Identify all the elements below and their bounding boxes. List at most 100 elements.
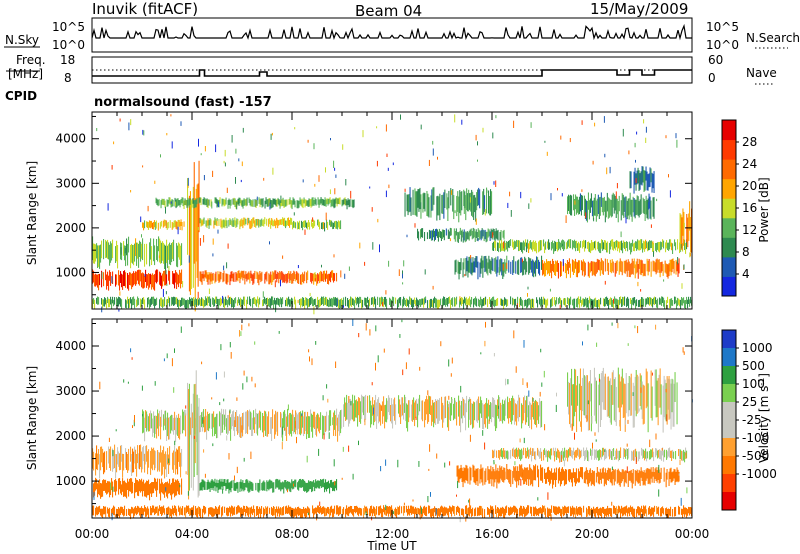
echo-cell-9 xyxy=(428,229,430,239)
echo-cell-16 xyxy=(636,299,638,307)
echo-cell-12 xyxy=(550,260,552,273)
echo-speckle xyxy=(333,254,335,258)
echo-cell-16 xyxy=(201,297,203,306)
echo-cell-2 xyxy=(286,416,288,441)
echo-cell-2 xyxy=(142,222,144,228)
echo-cell-13 xyxy=(598,197,600,219)
echo-cell-9 xyxy=(570,378,572,428)
cpid-program: normalsound (fast) -157 xyxy=(94,95,272,110)
echo-cell-1 xyxy=(99,273,101,286)
echo-speckle xyxy=(120,247,122,255)
echo-cell-9 xyxy=(588,381,590,431)
echo-cell-4 xyxy=(266,218,268,226)
echo-cell-1 xyxy=(118,478,120,495)
echo-cell-4 xyxy=(336,479,338,491)
echo-cell-11 xyxy=(653,243,655,255)
echo-cell-10 xyxy=(456,506,458,515)
echo-cell-0 xyxy=(120,242,122,260)
echo-cell-10 xyxy=(465,505,467,515)
echo-cell-0 xyxy=(146,445,148,462)
echo-speckle xyxy=(484,209,486,216)
echo-cell-7 xyxy=(591,450,593,460)
echo-cell-12 xyxy=(596,258,598,273)
echo-cell-10 xyxy=(248,507,250,517)
echo-cell-16 xyxy=(230,296,232,304)
echo-speckle xyxy=(513,330,515,339)
echo-cell-16 xyxy=(631,299,633,310)
echo-cell-16 xyxy=(435,298,437,308)
echo-cell-16 xyxy=(254,297,256,305)
echo-cell-4 xyxy=(204,481,206,490)
echo-cell-5 xyxy=(419,394,421,412)
echo-cell-8 xyxy=(610,472,612,484)
echo-cell-12 xyxy=(580,260,582,271)
echo-cell-10 xyxy=(509,507,511,516)
echo-speckle xyxy=(334,188,336,195)
echo-cell-6 xyxy=(198,197,200,204)
echo-cell-10 xyxy=(540,507,542,514)
echo-cell-4 xyxy=(291,218,293,225)
echo-cell-16 xyxy=(104,297,106,307)
echo-cell-10 xyxy=(180,506,182,515)
echo-speckle xyxy=(585,212,587,219)
echo-cell-13 xyxy=(653,197,655,219)
echo-cell-11 xyxy=(505,242,507,251)
echo-cell-13 xyxy=(621,193,623,215)
echo-cell-0 xyxy=(106,241,108,258)
echo-cell-6 xyxy=(318,199,320,208)
echo-cell-1 xyxy=(163,271,165,282)
echo-cell-10 xyxy=(515,261,517,274)
echo-cell-10 xyxy=(265,506,267,514)
echo-cell-2 xyxy=(290,412,292,434)
echo-cell-16 xyxy=(531,298,533,309)
echo-cell-13 xyxy=(601,197,603,213)
echo-speckle xyxy=(228,453,230,460)
echo-cell-10 xyxy=(303,506,305,514)
echo-cell-16 xyxy=(274,297,276,305)
echo-cell-13 xyxy=(597,194,599,214)
echo-cell-6 xyxy=(192,198,194,204)
echo-cell-10 xyxy=(631,507,633,515)
echo-cell-5 xyxy=(297,272,299,284)
echo-cell-10 xyxy=(577,508,579,516)
echo-speckle xyxy=(240,179,242,183)
echo-cell-10 xyxy=(513,256,515,273)
echo-cell-13 xyxy=(604,200,606,223)
echo-cell-1 xyxy=(166,482,168,497)
echo-cell-10 xyxy=(272,508,274,516)
echo-speckle xyxy=(458,478,460,483)
echo-cell-11 xyxy=(642,243,644,253)
colorbar-tick-label: 8 xyxy=(742,245,750,259)
echo-cell-13 xyxy=(607,197,609,219)
echo-cell-9 xyxy=(460,230,462,242)
echo-cell-3 xyxy=(194,198,196,312)
echo-cell-2 xyxy=(175,221,177,229)
echo-cell-4 xyxy=(202,479,204,488)
echo-cell-2 xyxy=(296,412,298,431)
echo-cell-16 xyxy=(267,297,269,307)
echo-cell-2 xyxy=(185,413,187,437)
echo-cell-1 xyxy=(172,478,174,495)
echo-speckle xyxy=(187,177,189,186)
echo-cell-10 xyxy=(383,505,385,513)
echo-cell-10 xyxy=(534,262,536,274)
echo-cell-10 xyxy=(543,506,545,513)
echo-cell-10 xyxy=(639,507,641,516)
echo-cell-11 xyxy=(545,241,547,250)
echo-cell-6 xyxy=(207,199,209,209)
echo-cell-5 xyxy=(266,271,268,282)
echo-cell-10 xyxy=(526,507,528,516)
echo-cell-16 xyxy=(423,298,425,308)
echo-cell-6 xyxy=(514,467,516,481)
echo-cell-16 xyxy=(148,297,150,305)
echo-cell-13 xyxy=(575,194,577,210)
echo-speckle xyxy=(386,153,388,157)
echo-cell-10 xyxy=(629,507,631,517)
echo-cell-16 xyxy=(366,298,368,308)
echo-cell-11 xyxy=(672,243,674,254)
echo-cell-2 xyxy=(167,412,169,437)
echo-cell-10 xyxy=(363,508,365,518)
echo-cell-8 xyxy=(627,471,629,487)
echo-cell-5 xyxy=(278,273,280,284)
echo-cell-12 xyxy=(609,259,611,272)
